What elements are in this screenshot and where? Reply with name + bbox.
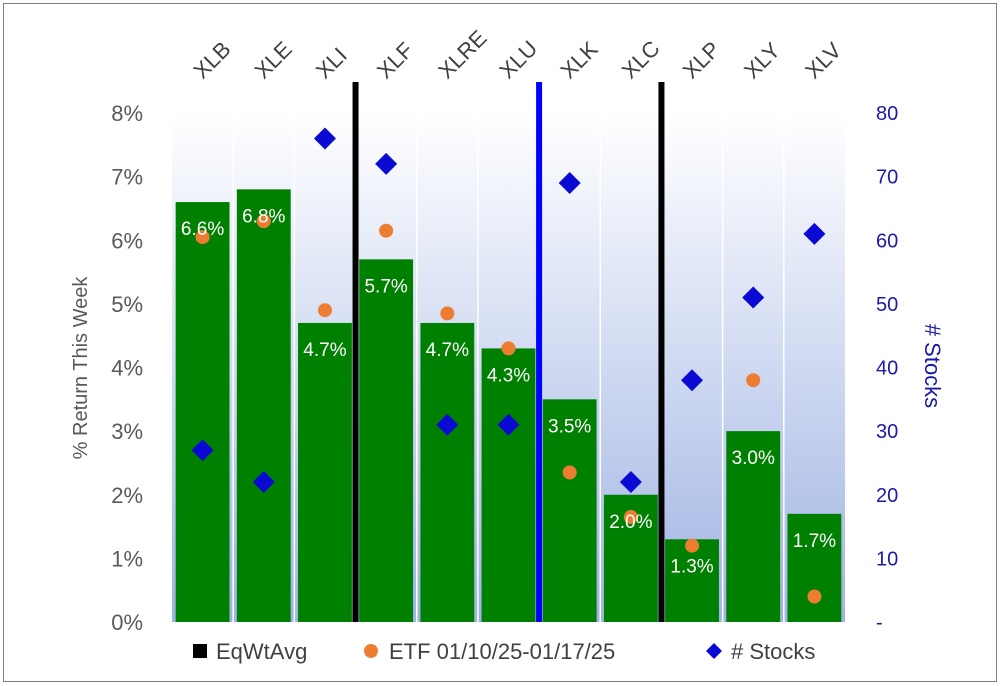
y-right-tick-label: 50 [876,294,898,316]
bar-label-xlf: 5.7% [364,276,407,297]
stocks-marker-xlf [375,152,398,175]
y-right-tick-label: 70 [876,167,898,189]
x-tick-label-xlp: XLP [678,36,725,83]
bar-xlp [665,539,719,622]
etf-marker-xly [746,373,761,388]
y-left-tick-label: 6% [111,228,143,253]
stocks-marker-xlu [497,413,520,436]
etf-marker-xlf [379,223,394,238]
etf-marker-xlk [562,465,577,480]
bar-label-xlc: 2.0% [609,512,652,533]
stocks-marker-xlc [619,471,642,494]
stocks-marker-xlre [436,413,459,436]
stocks-marker-xly [742,286,765,309]
x-tick-label-xlv: XLV [800,37,846,83]
legend-marker-eqwtavg [193,644,207,658]
stocks-marker-xlv [803,222,826,245]
etf-marker-xle [256,214,271,229]
stocks-marker-xli [313,127,336,150]
legend-label: # Stocks [731,639,815,664]
y-right-tick-label: 60 [876,230,898,252]
y-right-tick-label: 80 [876,103,898,125]
etf-marker-xlp [685,538,700,553]
legend-marker-etf [364,644,378,658]
y-right-tick-label: - [876,612,883,634]
x-tick-label-xlu: XLU [494,36,542,84]
stocks-marker-xlb [191,439,214,462]
bar-label-xli: 4.7% [303,340,346,361]
y-right-tick-label: 40 [876,358,898,380]
legend-label: ETF 01/10/25-01/17/25 [389,639,615,664]
bar-label-xlv: 1.7% [793,531,836,552]
etf-marker-xlb [195,230,210,245]
y-left-tick-label: 0% [111,610,143,635]
y-right-axis-title: # Stocks [920,324,945,408]
stocks-marker-xle [252,471,275,494]
bar-xlre [420,322,475,622]
scatter-series [191,127,826,604]
y-right-tick-label: 30 [876,421,898,443]
stocks-marker-xlk [558,171,581,194]
stocks-marker-xlp [681,369,704,392]
y-left-axis-title: % Return This Week [70,276,92,460]
bar-label-xle: 6.8% [242,206,285,227]
etf-marker-xli [317,303,332,318]
x-tick-label-xlb: XLB [188,36,235,83]
etf-marker-xlv [807,589,822,604]
etf-marker-xlre [440,306,455,321]
y-left-tick-label: 5% [111,292,143,317]
x-tick-label-xle: XLE [250,36,297,83]
bar-label-xlp: 1.3% [670,556,713,577]
x-tick-label-xlk: XLK [556,36,603,83]
y-right-tick-label: 20 [876,485,898,507]
bar-xlf [359,259,414,622]
bar-xlk [542,399,597,622]
y-left-tick-label: 8% [111,101,143,126]
y-left-tick-label: 7% [111,165,143,190]
bar-label-xlb: 6.6% [181,219,224,240]
bar-data-labels: 6.6% 6.8% 4.7% 5.7% 4.7% 4.3% 3.5% 2.0% 1.3% 3.0%… [181,206,836,577]
y-left-tick-label: 2% [111,483,143,508]
legend-label: EqWtAvg [216,639,307,664]
y-left-tick-label: 4% [111,356,143,381]
etf-marker-xlu [501,341,516,356]
bar-xli [298,322,352,622]
bar-xlu [481,348,536,622]
bar-label-xly: 3.0% [732,448,775,469]
legend: EqWtAvg ETF 01/10/25-01/17/25 # Stocks [193,639,815,664]
x-tick-label-xly: XLY [739,37,785,83]
bar-xlv [787,513,842,622]
legend-marker-stocks [706,643,722,659]
y-right-tick-label: 10 [876,548,898,570]
group-separators [352,82,665,622]
bar-label-xlre: 4.7% [426,340,469,361]
x-tick-label-xlc: XLC [617,36,665,84]
etf-marker-xlc [623,510,638,525]
y-left-tick-label: 1% [111,546,143,571]
x-tick-label-xlf: XLF [372,37,418,83]
bar-xle [236,189,291,622]
bar-label-xlk: 3.5% [548,416,591,437]
bar-xlb [175,202,230,622]
bar-label-xlu: 4.3% [487,365,530,386]
x-tick-label-xli: XLI [311,43,352,84]
x-tick-label-xlre: XLRE [433,25,491,83]
y-left-tick-label: 3% [111,419,143,444]
bar-xly [726,431,781,622]
bar-series-eqwtavg [175,189,842,622]
